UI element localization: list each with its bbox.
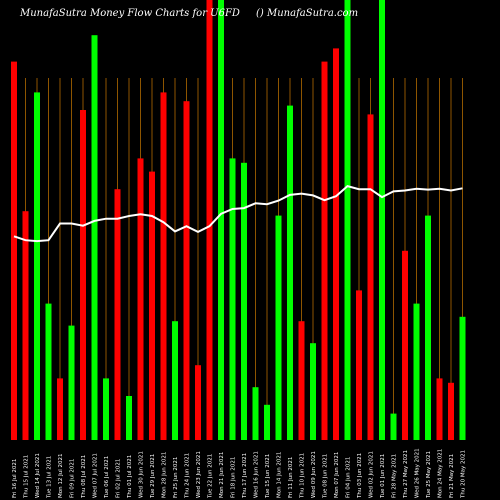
x-tick-label: Fri 21 May 2021 <box>449 454 455 498</box>
x-tick-label: Tue 01 Jun 2021 <box>380 454 386 499</box>
bar <box>321 61 328 440</box>
x-tick-label: Thu 15 Jul 2021 <box>24 455 30 499</box>
x-tick-label: Fri 04 Jun 2021 <box>346 457 352 498</box>
x-tick-label: Fri 25 Jun 2021 <box>173 457 179 498</box>
x-tick-label: Wed 09 Jun 2021 <box>311 451 317 498</box>
bar <box>448 382 454 440</box>
bar <box>172 321 178 440</box>
bar <box>356 290 362 440</box>
bar <box>344 0 351 440</box>
bar <box>298 321 305 440</box>
bar <box>436 378 443 440</box>
bar <box>413 303 420 440</box>
bar <box>379 0 385 440</box>
x-tick-label: Thu 03 Jun 2021 <box>357 453 363 499</box>
x-tick-label: Mon 14 Jun 2021 <box>277 452 283 498</box>
x-tick-label: Mon 24 May 2021 <box>438 449 444 498</box>
trend-line <box>13 184 463 243</box>
bar <box>333 48 339 441</box>
x-tick-label: Wed 14 Jul 2021 <box>35 453 41 498</box>
x-tick-label: Mon 28 Jun 2021 <box>162 452 168 498</box>
bar <box>206 0 213 440</box>
x-tick-label: Thu 01 Jul 2021 <box>127 455 133 499</box>
bar <box>22 211 29 440</box>
x-tick-label: Tue 22 Jun 2021 <box>208 454 214 499</box>
bar <box>241 162 247 441</box>
bar <box>390 413 397 440</box>
x-tick-labels: Fri 16 Jul 2021 Thu 15 Jul 2021 Wed 14 Jul… <box>12 448 467 499</box>
bar <box>287 105 293 440</box>
bar <box>57 378 63 440</box>
bar <box>34 92 40 441</box>
bar <box>103 378 109 440</box>
x-tick-label: Wed 07 Jul 2021 <box>93 453 99 498</box>
bar <box>252 387 259 440</box>
bar <box>402 250 408 440</box>
bar <box>310 343 316 440</box>
x-tick-label: Fri 18 Jun 2021 <box>231 457 237 498</box>
x-tick-label: Thu 08 Jul 2021 <box>81 455 87 499</box>
bar <box>149 171 155 440</box>
bar <box>425 215 431 440</box>
x-tick-label: Tue 29 Jun 2021 <box>150 454 156 499</box>
site-credit: () MunafaSutra.com <box>256 8 359 19</box>
x-tick-label: Fri 11 Jun 2021 <box>288 457 294 498</box>
bar <box>459 316 466 440</box>
bar <box>367 114 374 441</box>
x-tick-label: Fri 28 May 2021 <box>392 454 398 498</box>
x-tick-label: Tue 06 Jul 2021 <box>104 456 110 499</box>
bar <box>183 101 190 440</box>
bar <box>11 61 17 440</box>
bar <box>80 110 86 440</box>
bar <box>126 396 132 440</box>
x-tick-label: Wed 30 Jun 2021 <box>139 451 145 498</box>
bar <box>114 189 121 440</box>
bar <box>91 35 98 440</box>
bar <box>275 215 282 440</box>
x-tick-label: Tue 15 Jun 2021 <box>265 454 271 499</box>
x-tick-label: Wed 26 May 2021 <box>415 448 421 498</box>
x-tick-label: Wed 02 Jun 2021 <box>369 451 375 498</box>
x-tick-label: Wed 16 Jun 2021 <box>254 451 260 498</box>
chart-title: MunafaSutra Money Flow Charts for U6FD <box>20 8 240 19</box>
x-tick-label: Tue 08 Jun 2021 <box>323 454 329 499</box>
x-tick-label: Thu 27 May 2021 <box>403 450 409 499</box>
x-tick-label: Fri 16 Jul 2021 <box>12 459 18 498</box>
bar <box>218 0 224 440</box>
bar <box>68 325 75 440</box>
x-tick-label: Thu 20 May 2021 <box>461 450 467 499</box>
bars <box>11 0 466 441</box>
x-tick-label: Thu 10 Jun 2021 <box>300 453 306 499</box>
x-tick-label: Mon 21 Jun 2021 <box>219 452 225 498</box>
x-tick-label: Tue 13 Jul 2021 <box>47 456 53 499</box>
x-tick-label: Fri 09 Jul 2021 <box>70 459 76 498</box>
bar <box>195 365 201 440</box>
x-tick-label: Thu 17 Jun 2021 <box>242 453 248 499</box>
bar <box>229 158 236 440</box>
bar <box>160 92 167 441</box>
x-tick-label: Thu 24 Jun 2021 <box>185 453 191 499</box>
bar <box>264 404 270 440</box>
trend-line-path <box>13 184 463 243</box>
x-tick-label: Fri 02 Jul 2021 <box>116 459 122 498</box>
x-tick-label: Wed 23 Jun 2021 <box>196 451 202 498</box>
x-tick-label: Mon 07 Jun 2021 <box>334 452 340 498</box>
x-tick-label: Tue 25 May 2021 <box>426 451 432 499</box>
bar <box>45 303 52 440</box>
x-tick-label: Mon 12 Jul 2021 <box>58 454 64 498</box>
bar <box>137 158 144 440</box>
